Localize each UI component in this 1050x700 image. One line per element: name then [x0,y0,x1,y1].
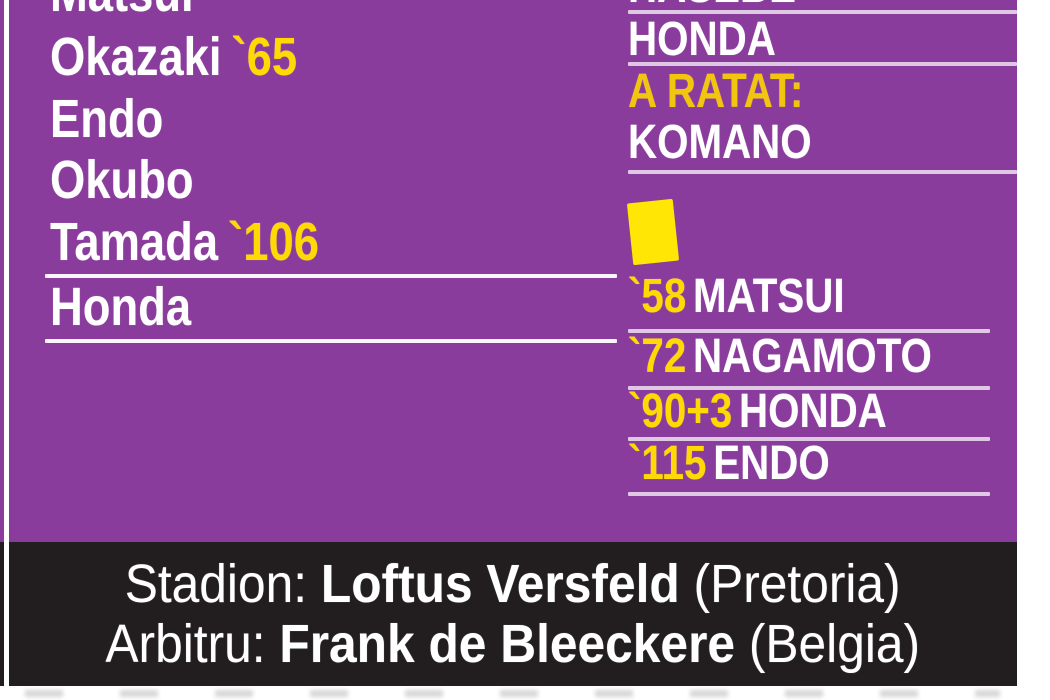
divider-line [628,386,990,390]
player-name: NAGAMOTO [692,330,932,383]
referee-name: Frank de Bleeckere [279,614,736,674]
player-name: Honda [50,277,192,337]
player-name: KOMANO [628,116,812,169]
penalty-scorer-row-cutoff: HASEBE [628,0,796,11]
stadium-city: (Pretoria) [693,554,901,614]
player-name: Okazaki [50,27,222,87]
home-player-row: Okubo [50,153,194,207]
stadium-label: Stadion: [125,554,308,614]
home-player-row: Tamada `106 [50,215,319,269]
booking-row: `115 ENDO [628,440,830,488]
player-name: HASEBE [628,0,796,13]
divider-line [628,170,1017,174]
player-name: MATSUI [692,270,845,323]
missed-penalty-row: KOMANO [628,119,812,167]
booking-minute: `115 [628,437,707,490]
player-name: Tamada [50,212,219,272]
left-edge-purple-sliver [0,0,4,542]
divider-line [45,339,617,343]
referee-label: Arbitru: [105,614,266,674]
yellow-card-icon [626,198,680,266]
stadium-line: Stadion: Loftus Versfeld (Pretoria) [125,556,901,612]
divider-line [628,492,990,496]
booking-minute: `72 [628,330,687,383]
match-info-panel: Matsui Okazaki`65 Endo Okubo Tamada`106 … [9,0,1017,542]
stadium-name: Loftus Versfeld [321,554,681,614]
sub-minute: `106 [228,212,319,272]
home-player-row: Okazaki `65 [50,30,297,84]
sub-minute: `65 [231,27,298,87]
referee-country: (Belgia) [749,614,921,674]
booking-minute: `90+3 [628,385,733,438]
player-name: Matsui [50,0,194,23]
home-player-row: Matsui [50,0,194,20]
match-footer-bar: Stadion: Loftus Versfeld (Pretoria) Arbi… [9,542,1017,686]
player-name: Endo [50,89,164,149]
divider-line [45,274,617,278]
divider-line [628,329,990,333]
booking-row: `58 MATSUI [628,273,845,321]
left-edge-black-sliver [0,542,4,686]
divider-line [628,62,1017,66]
booking-row: `72 NAGAMOTO [628,333,932,381]
divider-line [628,10,1017,14]
divider-line [628,437,990,441]
player-name: HONDA [628,13,776,66]
booking-row: `90+3 HONDA [628,388,887,436]
home-player-row: Honda [50,280,191,334]
player-name: Okubo [50,150,194,210]
booking-minute: `58 [628,270,687,323]
player-name: ENDO [713,437,830,490]
player-name: HONDA [738,385,887,438]
referee-line: Arbitru: Frank de Bleeckere (Belgia) [106,616,921,672]
bottom-cutoff-artifact [25,690,1000,697]
missed-penalty-label: A RATAT: [628,65,804,118]
penalty-scorer-row: HONDA [628,16,776,64]
home-player-row: Endo [50,92,163,146]
